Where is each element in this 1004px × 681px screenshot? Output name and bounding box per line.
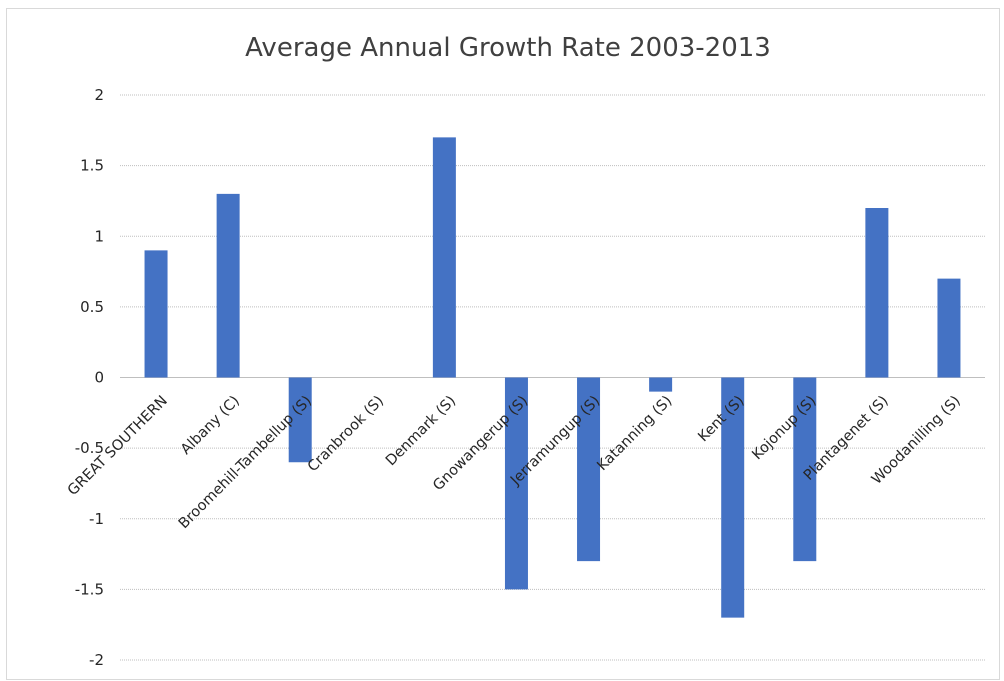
y-tick-label: -2 (89, 651, 104, 669)
bar (288, 377, 312, 463)
chart-frame (6, 8, 1000, 680)
bar (432, 137, 456, 378)
bar (937, 278, 961, 378)
bar (793, 377, 817, 562)
y-tick-label: 1.5 (80, 157, 104, 175)
bar (721, 377, 745, 618)
y-tick-label: 2 (94, 86, 104, 104)
y-tick-label: 0 (94, 369, 104, 387)
y-axis-tick-labels: 2 1.5 1 0.5 0 -0.5 -1 -1.5 -2 (75, 86, 104, 669)
bar (144, 250, 168, 378)
y-tick-label: 0.5 (80, 298, 104, 316)
bar (504, 377, 528, 590)
bar (865, 208, 889, 378)
x-category-label: Katanning (S) (594, 393, 675, 474)
y-tick-label: -0.5 (75, 439, 104, 457)
x-category-label: Cranbrook (S) (305, 393, 387, 475)
x-category-label: Denmark (S) (383, 393, 459, 469)
chart-title: Average Annual Growth Rate 2003-2013 (245, 33, 771, 63)
x-category-label: Broomehill-Tambellup (S) (176, 393, 315, 532)
y-tick-label: -1 (89, 510, 104, 528)
bar (649, 377, 673, 392)
y-tick-label: 1 (94, 227, 104, 245)
gridlines (120, 94, 985, 661)
bar (216, 193, 240, 378)
bars (144, 137, 961, 618)
y-tick-label: -1.5 (75, 580, 104, 598)
bar (577, 377, 601, 562)
